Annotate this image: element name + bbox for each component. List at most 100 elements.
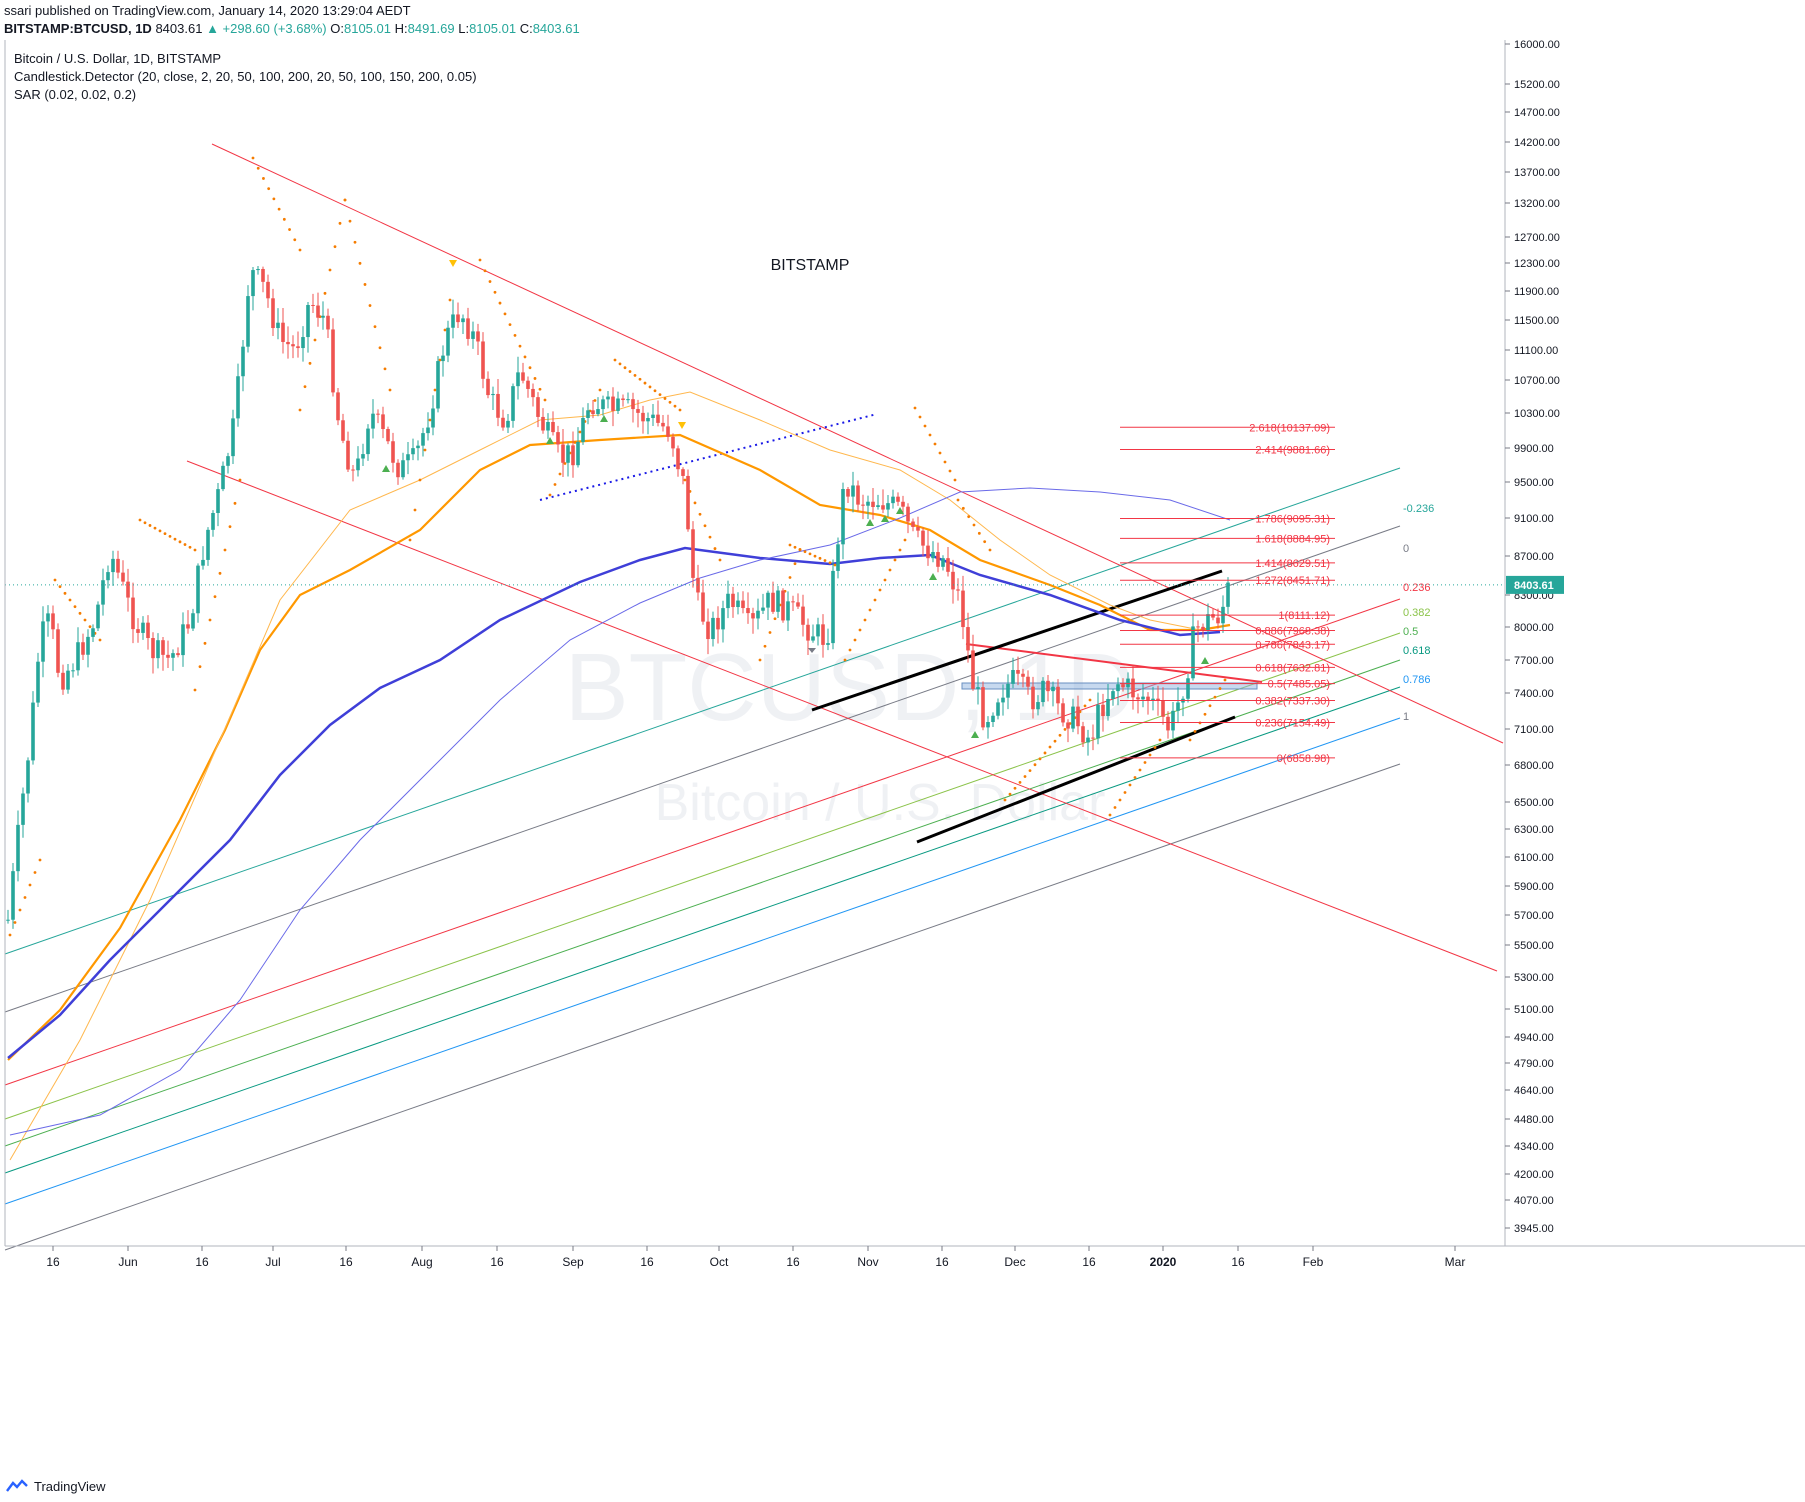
candle-body [731,593,735,608]
candle-body [551,422,555,433]
sar-dot [418,478,422,482]
bullish-pattern-marker-icon [866,519,874,526]
time-axis[interactable]: 16 Jun 16 Jul 16 Aug 16 Sep 16 Oct 16 Nov 16 Dec 16 202… [4,40,1805,1269]
price-chart[interactable]: BTCUSD, 1D Bitcoin / U.S. Dollar -0.236 0… [0,40,1805,1472]
sar-dot [823,559,827,562]
sar-dot [673,404,677,408]
candle-body [1091,737,1095,739]
fib-channel-label: 0.5 [1403,626,1418,638]
sar-dot [1113,806,1117,809]
candle-body [16,824,20,872]
candle-body [976,687,980,689]
price-axis[interactable]: 16000.00 15200.00 14700.00 14200.00 13700.00… [1504,40,1564,1246]
candle-body [996,702,1000,716]
candle-body [656,414,660,423]
price-tick-label: 12300.00 [1514,258,1560,270]
candle-body [1101,704,1105,717]
sar-dot [683,478,687,482]
time-tick-label: 16 [786,1255,800,1269]
sar-dot [718,558,722,562]
candle-body [166,654,170,658]
sar-dot [523,355,527,359]
sar-dot [873,598,877,602]
sar-dot [643,381,647,385]
sar-dot [598,388,602,392]
candle-body [371,413,375,429]
candle-body [1186,678,1190,699]
candle-body [46,613,50,622]
candle-body [846,488,850,497]
candle-body [561,444,565,463]
candle-body [156,640,160,659]
sar-dot [1043,751,1047,755]
candle-body [1206,614,1210,632]
sar-dot [1048,745,1052,749]
sar-dot [788,576,792,579]
candle-body [336,392,340,421]
price-tick-label: 4200.00 [1514,1169,1554,1181]
fib-channel-label: 0.382 [1403,607,1431,619]
sar-dot [1053,739,1057,743]
legend-indicator-sar[interactable]: SAR (0.02, 0.02, 0.2) [14,87,137,102]
trend-lines [186,143,1504,972]
resistance-line [965,643,1263,683]
high-value: 8491.69 [407,21,455,36]
sar-dot [358,261,362,265]
price-tick-label: 4940.00 [1514,1032,1554,1044]
last-price-tag [1506,575,1564,594]
candle-body [801,606,805,625]
sar-dot [428,418,432,422]
candle-body [986,722,990,728]
candle-body [726,593,730,609]
candle-body [321,315,325,318]
candle-body [631,399,635,410]
sar-dot [143,521,147,525]
time-tick-label: Dec [1004,1255,1025,1269]
candle-body [1156,698,1160,701]
sar-dot [1158,738,1162,742]
candle-body [536,397,540,417]
candle-body [771,592,775,612]
sar-dot [233,501,237,505]
sar-dot [148,524,152,527]
bullish-pattern-marker-icon [896,507,904,514]
sar-dot [578,430,582,434]
candle-body [316,305,320,318]
sar-dot [628,370,632,373]
candle-body [946,558,950,572]
sar-dot [262,177,265,180]
candle-body [691,529,695,578]
candle-body [1076,706,1080,727]
legend-series-title[interactable]: Bitcoin / U.S. Dollar, 1D, BITSTAMP [14,51,222,66]
candle-body [241,346,245,377]
price-tick-label: 7100.00 [1514,724,1554,736]
fib-extension-label: 0.236(7154.49) [1255,717,1330,729]
time-tick-label: 16 [1231,1255,1245,1269]
fib-channel-label: 0.236 [1403,582,1431,594]
sar-dot [1223,678,1227,682]
sar-dot [928,433,932,437]
candle-body [581,418,585,442]
legend-indicator-candlestick-detector[interactable]: Candlestick.Detector (20, close, 2, 20, … [14,69,477,84]
candle-body [796,602,800,607]
candle-body [11,871,15,920]
candle-body [991,715,995,723]
candle-body [941,558,945,567]
sar-dot [808,552,812,556]
symbol-name[interactable]: BITSTAMP:BTCUSD, 1D [4,21,152,36]
sar-dot [153,526,157,530]
sar-dot [413,508,417,512]
ma-long-line [9,487,1231,1136]
fib-extension-label: 0.5(7485.05) [1268,679,1330,691]
candle-body [956,589,960,591]
candle-body [756,610,760,619]
time-tick-label: 2020 [1150,1255,1177,1269]
candle-body [841,488,845,545]
sar-dot [198,665,202,669]
candle-body [91,628,95,637]
sar-dot [938,451,942,455]
sar-dot [488,280,492,283]
candle-body [226,456,230,466]
parabolic-sar [8,156,1227,937]
time-tick-label: 16 [46,1255,60,1269]
